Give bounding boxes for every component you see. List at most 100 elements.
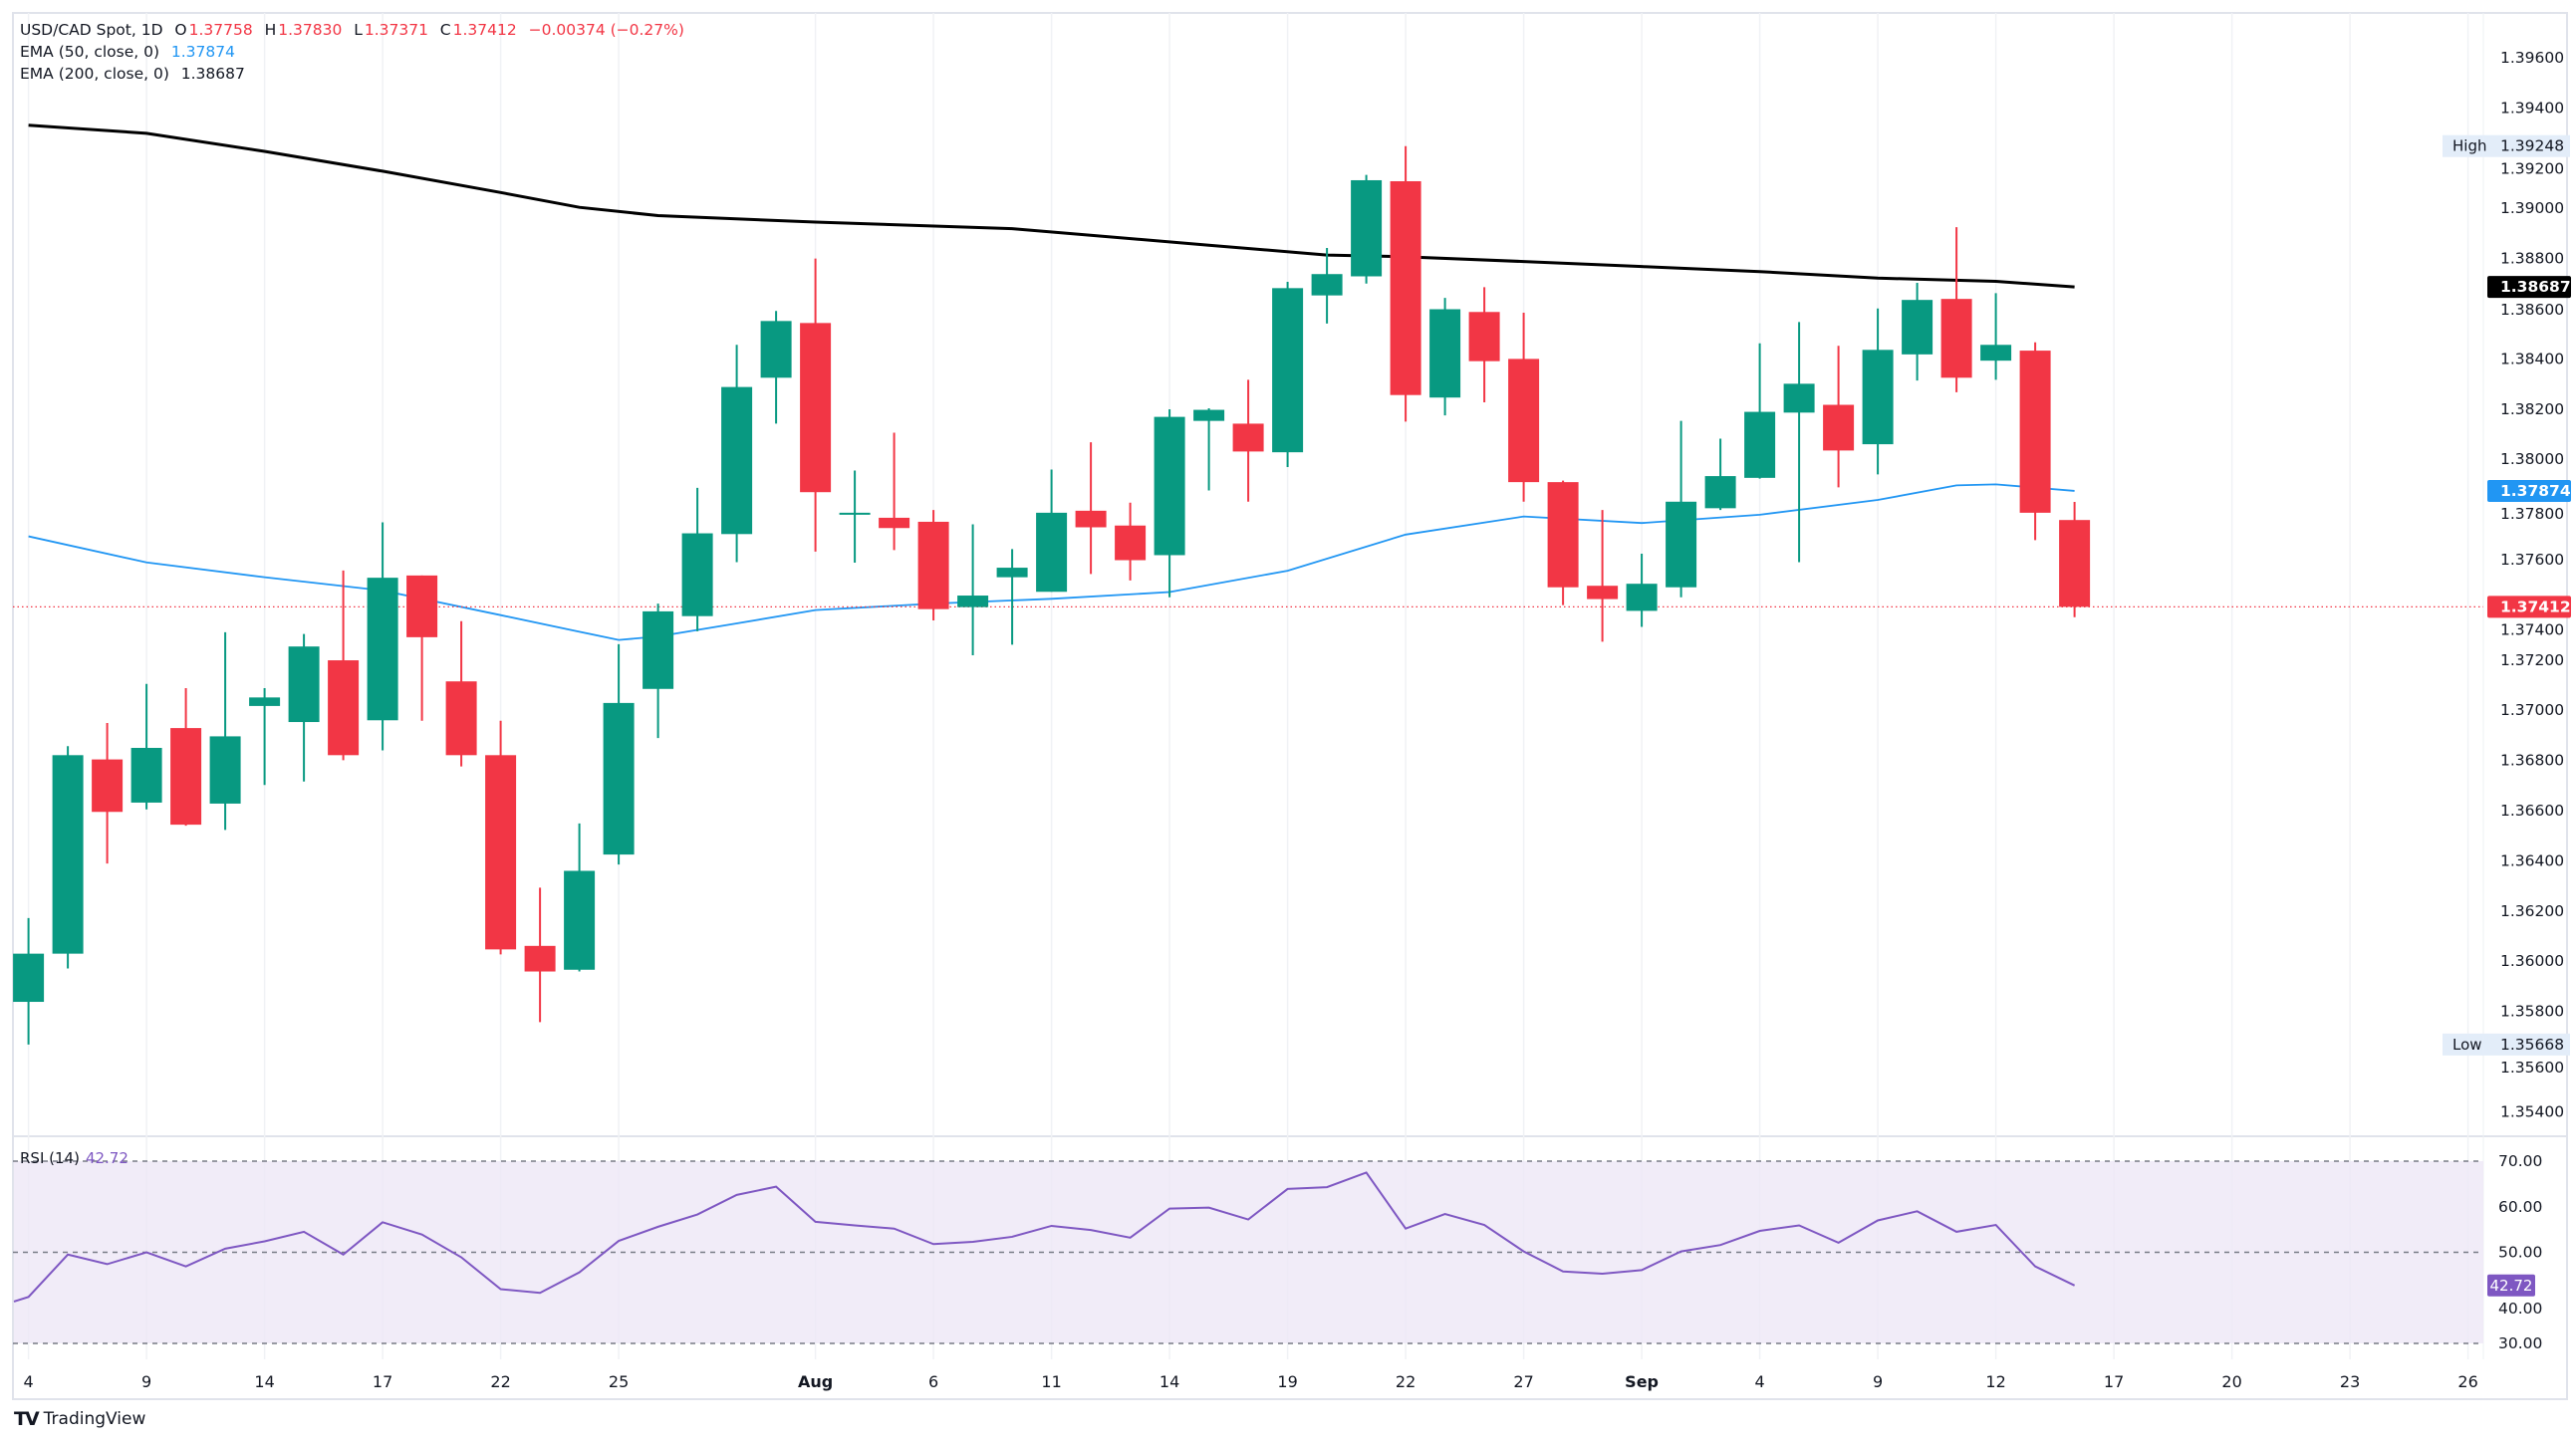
candle-body-up bbox=[1311, 274, 1343, 296]
candle-body-up bbox=[13, 953, 45, 1003]
candle-body-down bbox=[1390, 180, 1421, 395]
x-tick-label: 25 bbox=[609, 1372, 629, 1391]
x-tick-label: 23 bbox=[2340, 1372, 2360, 1391]
candle-body-up bbox=[603, 702, 635, 855]
candle-body-down bbox=[800, 323, 832, 493]
high-label: H bbox=[264, 21, 277, 39]
rsi-tick-label: 30.00 bbox=[2498, 1334, 2542, 1352]
price-badge-high-value: 1.39248 bbox=[2500, 137, 2564, 155]
price-badge-ema200-value: 1.38687 bbox=[2500, 278, 2571, 296]
close-value: 1.37412 bbox=[452, 21, 517, 39]
price-tick-label: 1.38000 bbox=[2500, 450, 2564, 468]
price-badge-last-value: 1.37412 bbox=[2500, 598, 2571, 615]
x-tick-label: Sep bbox=[1625, 1372, 1659, 1391]
ema50-line bbox=[28, 483, 2075, 641]
tradingview-logo-icon: TV bbox=[14, 1408, 40, 1430]
candle-body-down bbox=[1940, 299, 1972, 378]
price-tick-label: 1.35400 bbox=[2500, 1102, 2564, 1120]
price-badge-high-label: High bbox=[2452, 137, 2486, 155]
price-badge-high-bg bbox=[2443, 134, 2570, 157]
price-tick-label: 1.36600 bbox=[2500, 802, 2564, 820]
price-tick-label: 1.37600 bbox=[2500, 551, 2564, 569]
candle-body-up bbox=[721, 386, 753, 535]
candle-body-down bbox=[1823, 404, 1855, 451]
candle-body-down bbox=[1115, 525, 1147, 561]
x-tick-label: 9 bbox=[141, 1372, 151, 1391]
candle-body-down bbox=[328, 660, 360, 756]
candle-body-down bbox=[1547, 482, 1579, 588]
price-badge-low-value: 1.35668 bbox=[2500, 1036, 2564, 1054]
candle-body-up bbox=[1351, 179, 1383, 277]
x-tick-label: 12 bbox=[1985, 1372, 2005, 1391]
rsi-label: RSI (14) bbox=[20, 1149, 80, 1167]
candle-body-down bbox=[1075, 510, 1107, 528]
price-tick-label: 1.35600 bbox=[2500, 1059, 2564, 1077]
rsi-legend[interactable]: RSI (14) 42.72 bbox=[20, 1149, 129, 1167]
candle-body-up bbox=[249, 697, 281, 706]
candle-body-up bbox=[1704, 476, 1736, 509]
price-tick-label: 1.37800 bbox=[2500, 505, 2564, 523]
candle-body-up bbox=[130, 748, 162, 803]
candle-body-down bbox=[92, 759, 124, 813]
x-tick-label: Aug bbox=[798, 1372, 833, 1391]
price-badge-last-bg bbox=[2487, 596, 2571, 618]
x-tick-label: 20 bbox=[2221, 1372, 2241, 1391]
x-tick-label: 17 bbox=[2104, 1372, 2124, 1391]
price-badge-ema50-bg bbox=[2487, 479, 2571, 502]
price-tick-label: 1.35800 bbox=[2500, 1003, 2564, 1021]
low-value: 1.37371 bbox=[364, 21, 428, 39]
candle-body-down bbox=[524, 945, 556, 972]
price-tick-label: 1.38800 bbox=[2500, 250, 2564, 268]
candle-body-up bbox=[1902, 300, 1933, 355]
candle-body-up bbox=[1193, 409, 1225, 421]
x-tick-label: 27 bbox=[1513, 1372, 1533, 1391]
price-tick-label: 1.37200 bbox=[2500, 651, 2564, 669]
price-tick-label: 1.36400 bbox=[2500, 851, 2564, 869]
symbol-title: USD/CAD Spot, 1D bbox=[20, 21, 163, 39]
candle-body-up bbox=[681, 533, 713, 616]
candle-body-up bbox=[1783, 383, 1815, 413]
candle-body-up bbox=[1154, 416, 1185, 556]
candle-body-up bbox=[839, 512, 871, 515]
price-tick-label: 1.38600 bbox=[2500, 301, 2564, 319]
candle-body-down bbox=[2059, 520, 2091, 607]
x-tick-label: 11 bbox=[1041, 1372, 1061, 1391]
tradingview-logo-text: TradingView bbox=[43, 1409, 146, 1429]
open-label: O bbox=[174, 21, 187, 39]
tradingview-logo[interactable]: TV TradingView bbox=[14, 1408, 145, 1430]
open-value: 1.37758 bbox=[188, 21, 253, 39]
candle-body-down bbox=[445, 681, 477, 756]
candle-body-up bbox=[1862, 350, 1894, 445]
candle-body-down bbox=[917, 521, 949, 609]
price-badge-ema50-value: 1.37874 bbox=[2500, 482, 2571, 500]
price-badge-low-bg bbox=[2443, 1033, 2570, 1056]
x-tick-label: 9 bbox=[1873, 1372, 1883, 1391]
price-tick-label: 1.39600 bbox=[2500, 49, 2564, 67]
candle-body-up bbox=[643, 610, 674, 689]
low-label: L bbox=[354, 21, 363, 39]
candle-body-down bbox=[879, 517, 910, 529]
candle-body-up bbox=[760, 321, 792, 378]
price-tick-label: 1.36200 bbox=[2500, 902, 2564, 920]
rsi-tick-label: 40.00 bbox=[2498, 1300, 2542, 1318]
ema50-legend[interactable]: EMA (50, close, 0) 1.37874 bbox=[20, 42, 237, 63]
ema50-label: EMA (50, close, 0) bbox=[20, 43, 160, 61]
price-tick-label: 1.38400 bbox=[2500, 350, 2564, 367]
price-tick-label: 1.36800 bbox=[2500, 752, 2564, 770]
candle-body-up bbox=[209, 736, 241, 804]
candle-body-up bbox=[1666, 501, 1697, 588]
price-tick-label: 1.38200 bbox=[2500, 400, 2564, 418]
candle-body-up bbox=[564, 870, 596, 970]
candle-body-up bbox=[1980, 345, 2012, 361]
ema50-value: 1.37874 bbox=[170, 43, 235, 61]
x-tick-label: 26 bbox=[2457, 1372, 2477, 1391]
rsi-tick-label: 60.00 bbox=[2498, 1198, 2542, 1216]
ema200-legend[interactable]: EMA (200, close, 0) 1.38687 bbox=[20, 64, 247, 85]
ema200-line bbox=[28, 123, 2075, 289]
candle-body-up bbox=[996, 568, 1028, 578]
candle-body-down bbox=[1232, 423, 1264, 452]
price-badge-low-label: Low bbox=[2452, 1036, 2482, 1054]
candle-body-down bbox=[170, 728, 202, 826]
rsi-tick-label: 50.00 bbox=[2498, 1244, 2542, 1262]
